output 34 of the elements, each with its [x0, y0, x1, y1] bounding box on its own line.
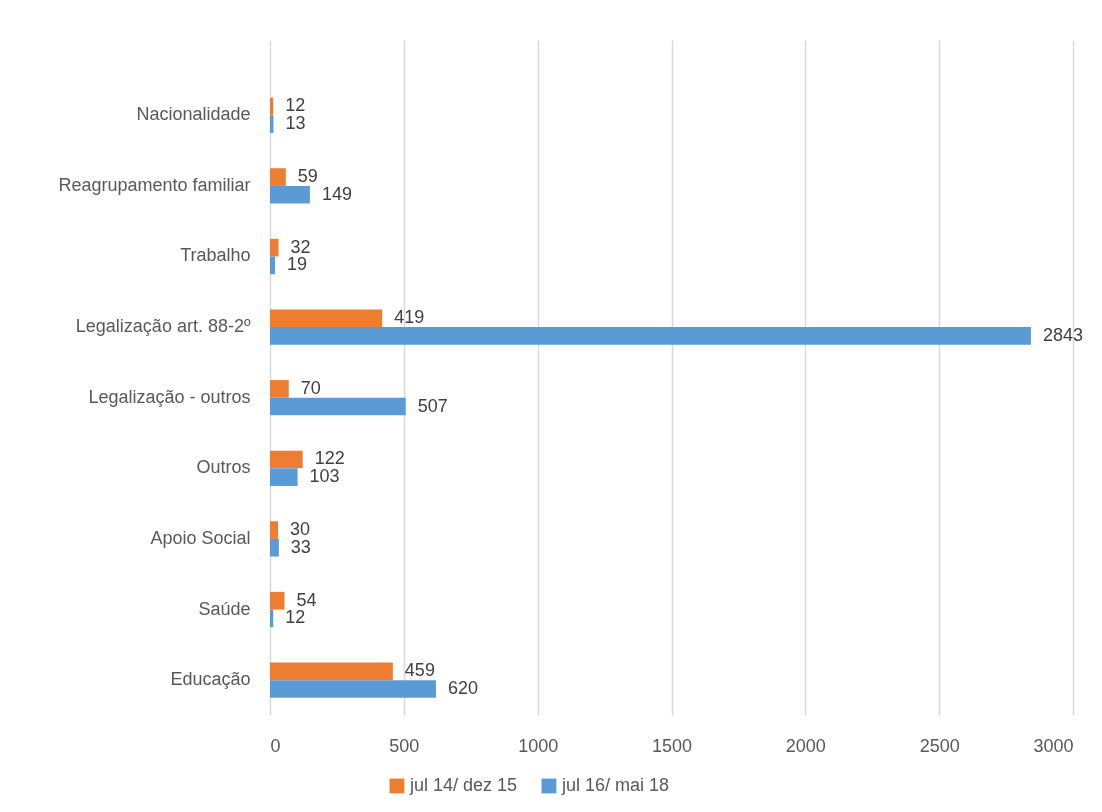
- x-tick-label: 3000: [1033, 735, 1074, 756]
- data-label: 2843: [1042, 324, 1084, 345]
- data-label: 59: [297, 166, 318, 187]
- x-tick-label: 2500: [919, 735, 960, 756]
- data-label: 70: [300, 377, 321, 398]
- y-tick-label: Apoio Social: [150, 527, 251, 548]
- y-tick-label: Legalização art. 88-2º: [75, 316, 251, 337]
- data-label: 32: [290, 236, 311, 257]
- data-label: 149: [321, 183, 352, 204]
- data-label: 13: [285, 113, 306, 134]
- y-tick-label: Nacionalidade: [136, 104, 251, 125]
- x-tick-label: 500: [389, 735, 420, 756]
- x-tick-label: 1000: [518, 735, 559, 756]
- data-label: 122: [314, 448, 345, 469]
- data-label: 507: [417, 395, 448, 416]
- y-tick-label: Trabalho: [180, 245, 251, 266]
- data-label: 459: [404, 660, 435, 681]
- data-label: 19: [287, 254, 308, 275]
- data-label: 419: [394, 307, 425, 328]
- data-label: 103: [309, 466, 340, 487]
- data-label: 12: [285, 607, 306, 628]
- legend-label: jul 14/ dez 15: [408, 775, 518, 795]
- y-tick-label: Outros: [196, 457, 251, 478]
- legend-label: jul 16/ mai 18: [560, 775, 670, 795]
- x-tick-label: 0: [270, 735, 281, 756]
- data-label: 12: [285, 95, 306, 116]
- x-tick-label: 2000: [785, 735, 826, 756]
- x-tick-label: 1500: [651, 735, 693, 756]
- y-tick-label: Legalização - outros: [88, 386, 251, 407]
- data-label: 54: [296, 589, 317, 610]
- y-tick-label: Educação: [170, 669, 251, 690]
- y-tick-label: Reagrupamento familiar: [58, 174, 251, 195]
- y-tick-label: Saúde: [198, 598, 251, 619]
- data-label: 620: [447, 677, 478, 698]
